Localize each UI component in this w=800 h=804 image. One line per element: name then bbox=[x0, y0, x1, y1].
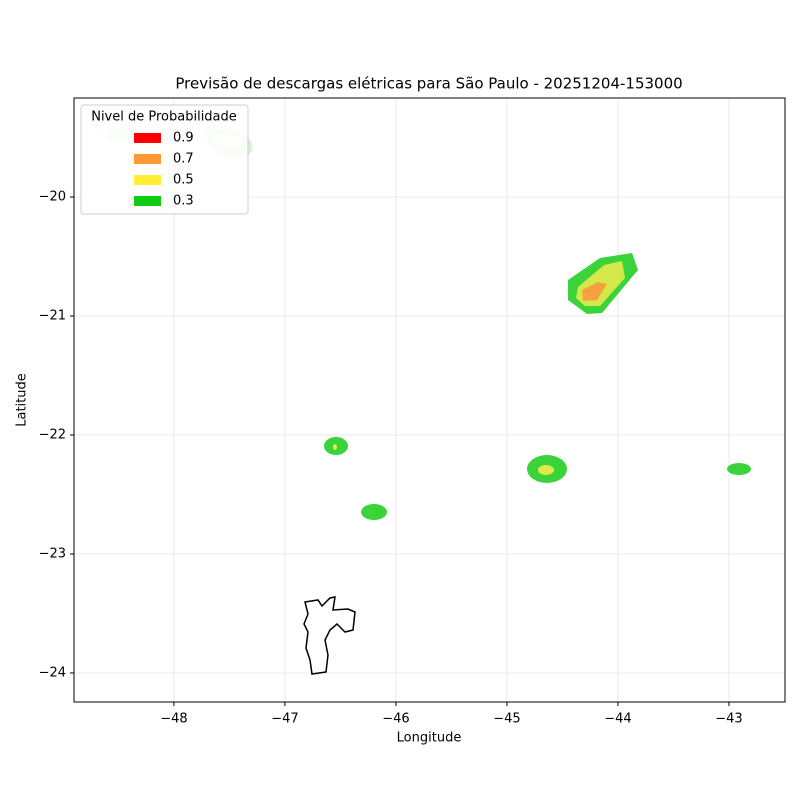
y-tick-label: −21 bbox=[39, 308, 66, 323]
area bbox=[361, 504, 387, 520]
area bbox=[538, 465, 554, 475]
x-tick-label: −48 bbox=[160, 712, 187, 727]
legend-title: Nivel de Probabilidade bbox=[91, 110, 237, 125]
y-tick-label: −23 bbox=[39, 546, 66, 561]
x-tick-label: −44 bbox=[604, 712, 631, 727]
chart-title: Previsão de descargas elétricas para São… bbox=[175, 75, 682, 93]
legend-swatch bbox=[134, 154, 161, 164]
legend-swatch bbox=[134, 175, 161, 185]
y-tick-label: −20 bbox=[39, 190, 66, 205]
legend-swatch bbox=[134, 196, 161, 206]
y-tick-label: −24 bbox=[39, 665, 66, 680]
sao-paulo-outline bbox=[303, 596, 356, 675]
area bbox=[333, 444, 337, 450]
legend-label: 0.5 bbox=[173, 173, 194, 188]
legend-label: 0.3 bbox=[173, 194, 194, 209]
legend-label: 0.7 bbox=[173, 152, 194, 167]
legend-label: 0.9 bbox=[173, 131, 194, 146]
x-tick-label: −46 bbox=[382, 712, 409, 727]
legend: Nivel de Probabilidade 0.9 0.7 0.5 0.3 bbox=[80, 104, 249, 215]
x-tick-label: −43 bbox=[715, 712, 742, 727]
plot-frame bbox=[73, 97, 786, 703]
area bbox=[727, 463, 751, 475]
grid bbox=[74, 98, 785, 702]
legend-swatch bbox=[134, 133, 161, 143]
x-tick-label: −45 bbox=[493, 712, 520, 727]
x-axis-label: Longitude bbox=[397, 731, 462, 746]
y-axis-label: Latitude bbox=[15, 373, 30, 427]
x-tick-label: −47 bbox=[271, 712, 298, 727]
y-tick-label: −22 bbox=[39, 427, 66, 442]
legend-box bbox=[80, 104, 249, 215]
area bbox=[582, 282, 607, 301]
